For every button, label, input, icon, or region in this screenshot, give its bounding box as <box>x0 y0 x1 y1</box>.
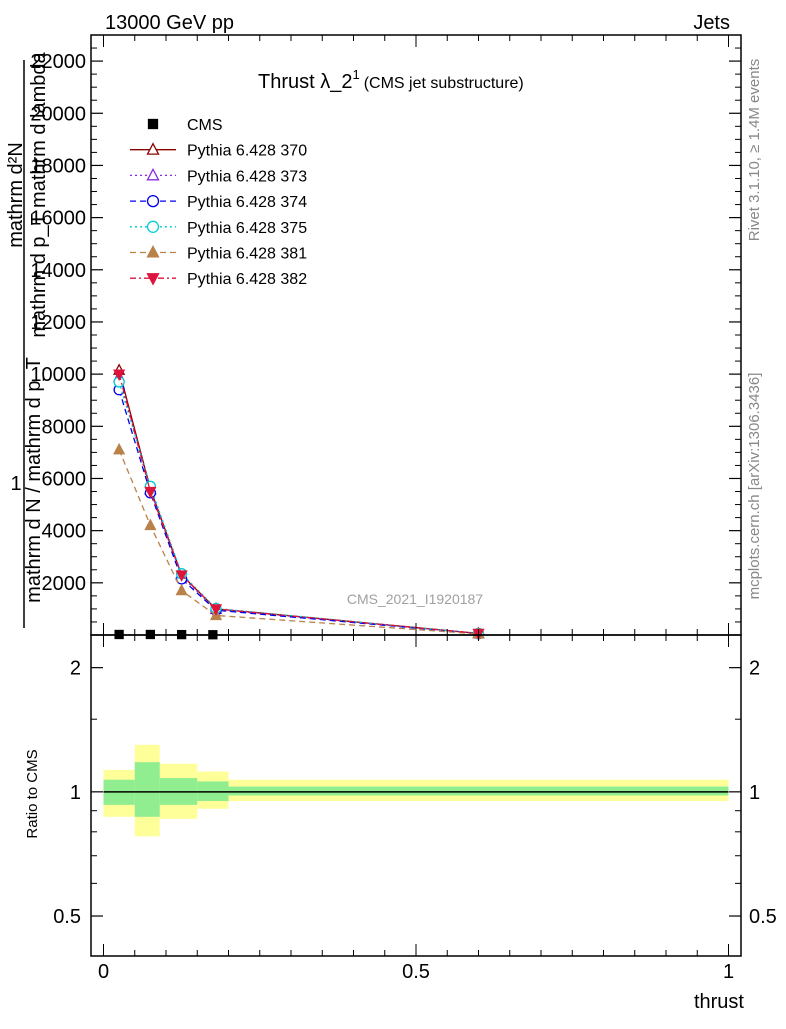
legend-marker <box>146 273 160 286</box>
xtick-label: 0 <box>98 961 109 983</box>
main-ytick-label: 4000 <box>42 521 87 543</box>
ratio-ytick-label: 1 <box>70 782 81 804</box>
legend-label: Pythia 6.428 373 <box>187 168 307 185</box>
mcplots-label: mcplots.cern.ch [arXiv:1306.3436] <box>746 373 763 600</box>
legend-marker <box>146 167 160 181</box>
legend-label: Pythia 6.428 374 <box>187 194 307 211</box>
legend-marker <box>146 142 160 155</box>
series-point <box>175 570 188 582</box>
series-point <box>175 583 188 596</box>
main-ytick-label: 12000 <box>30 312 86 334</box>
ylabel-one: 1 <box>10 473 21 495</box>
main-ytick-label: 20000 <box>30 103 86 125</box>
ratio-error-bands <box>103 744 729 837</box>
ratio-ytick-label: 2 <box>70 658 81 680</box>
legend-marker <box>147 118 159 130</box>
xtick-label: 1 <box>723 961 734 983</box>
ylabel-top-line2: mathrm d p_T mathrm d lambda <box>28 51 50 337</box>
legend-marker <box>146 245 160 258</box>
ratio-inner-band <box>228 786 729 796</box>
series-point <box>144 486 157 499</box>
ratio-ytick-label-right: 2 <box>749 658 760 680</box>
ratio-ytick-label-right: 0.5 <box>749 906 777 928</box>
main-ytick-label: 22000 <box>30 51 86 73</box>
legend-label: Pythia 6.428 370 <box>187 143 307 160</box>
legend-label: Pythia 6.428 382 <box>187 271 307 288</box>
xtick-label: 0.5 <box>402 961 430 983</box>
main-ytick-label: 2000 <box>42 573 87 595</box>
title-main: Thrust λ_2 <box>258 71 352 93</box>
ratio-ytick-label-right: 1 <box>749 782 760 804</box>
legend: CMS Pythia 6.428 370 Pythia 6.428 373 Pythi… <box>130 117 307 288</box>
main-ytick-label: 8000 <box>42 416 87 438</box>
axes-layer: 2000 4000 6000 8000 10000 12000 14000 16000 1800… <box>30 34 777 983</box>
title-note: (CMS jet substructure) <box>364 75 524 92</box>
analysis-watermark: CMS_2021_I1920187 <box>347 591 483 607</box>
rivet-version-label: Rivet 3.1.10, ≥ 1.4M events <box>746 59 763 242</box>
legend-label: Pythia 6.428 381 <box>187 246 307 263</box>
xlabel: thrust <box>694 991 744 1013</box>
ratio-ytick-label: 0.5 <box>53 906 81 928</box>
ratio-ylabel: Ratio to CMS <box>24 749 41 838</box>
legend-label: CMS <box>187 117 223 134</box>
legend-label: Pythia 6.428 375 <box>187 220 307 237</box>
ylabel-top-line1: mathrm d²N <box>5 142 27 248</box>
main-ytick-label: 6000 <box>42 468 87 490</box>
series-point <box>113 369 126 382</box>
series-point <box>144 518 157 531</box>
main-ytick-label: 18000 <box>30 155 86 177</box>
legend-marker <box>146 220 160 233</box>
series-line <box>118 389 479 635</box>
series-point <box>113 442 126 455</box>
title-superscript: 1 <box>352 67 359 82</box>
plot-title: Thrust λ_21 (CMS jet substructure) <box>258 67 524 93</box>
header-left: 13000 GeV pp <box>105 12 234 34</box>
main-ytick-label: 10000 <box>30 364 86 386</box>
ylabel-bottom-line: mathrm d N / mathrm d p_T <box>23 357 45 603</box>
header-right: Jets <box>693 12 730 34</box>
legend-marker <box>146 194 160 208</box>
series-point <box>209 604 223 616</box>
ratio-inner-band <box>134 762 160 817</box>
main-ytick-label: 14000 <box>30 260 86 282</box>
main-ytick-label: 16000 <box>30 208 86 230</box>
